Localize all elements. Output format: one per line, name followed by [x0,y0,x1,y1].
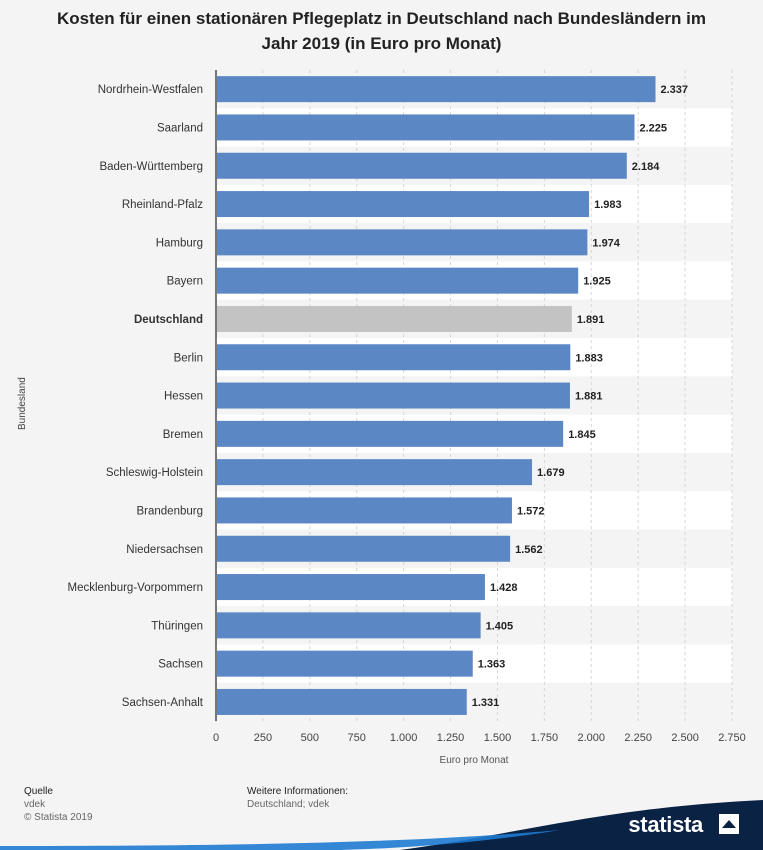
source-block: Quelle vdek © Statista 2019 [24,785,93,824]
value-label: 1.883 [575,352,603,364]
chart-title: Kosten für einen stationären Pflegeplatz… [57,9,706,53]
value-label: 1.405 [486,620,514,632]
statista-logo-text: statista [628,812,703,837]
statista-logo-icon [719,814,739,834]
category-label: Rheinland-Pfalz [122,199,203,211]
category-label: Schleswig-Holstein [106,467,203,479]
value-label: 1.925 [583,276,611,288]
x-tick-label: 1.750 [531,732,559,744]
info-text: Deutschland; vdek [247,799,330,810]
value-label: 1.983 [594,199,622,211]
bar [217,535,511,562]
x-tick-labels: 0 250 500 750 1.000 1.250 1.500 1.750 2.000 2.250… [213,732,746,744]
source-heading: Quelle [24,786,53,797]
x-tick-label: 2.250 [624,732,652,744]
value-labels: 2.337 2.225 2.184 1.983 1.974 1.925 1.891 1.883… [472,84,688,709]
bar [217,267,579,294]
x-tick-label: 0 [213,732,219,744]
category-label: Baden-Württemberg [99,161,203,173]
category-label: Nordrhein-Westfalen [98,84,203,96]
category-label: Brandenburg [137,505,204,517]
category-label: Berlin [174,352,203,364]
category-label: Hessen [164,391,203,403]
x-tick-label: 500 [301,732,319,744]
category-labels: Nordrhein-Westfalen Saarland Baden-Württem… [67,84,203,709]
x-tick-label: 2.000 [578,732,606,744]
category-label: Hamburg [156,237,203,249]
category-label: Saarland [157,122,203,134]
value-label: 1.881 [575,391,603,403]
x-tick-label: 2.500 [671,732,699,744]
value-label: 1.363 [478,659,506,671]
bar [217,76,656,103]
category-label: Thüringen [151,620,203,632]
bar [217,688,467,715]
category-label: Sachsen [158,659,203,671]
value-label: 1.845 [568,429,596,441]
copyright-text: © Statista 2019 [24,812,93,823]
category-label: Bayern [167,276,203,288]
bar [217,650,473,677]
bar [217,229,588,256]
category-label: Niedersachsen [126,544,203,556]
source-text: vdek [24,799,46,810]
value-label: 1.562 [515,544,543,556]
brand-band [0,800,763,850]
bar [217,612,481,639]
x-tick-label: 2.750 [718,732,746,744]
value-label: 1.679 [537,467,565,479]
bar [217,382,570,409]
value-label: 2.225 [639,122,667,134]
x-tick-label: 250 [254,732,272,744]
y-axis-title: Bundesland [17,377,28,430]
category-label: Sachsen-Anhalt [122,697,204,709]
info-heading: Weitere Informationen: [247,786,348,797]
bar [217,114,635,141]
category-label: Bremen [163,429,203,441]
bar [217,459,533,486]
x-tick-label: 1.000 [390,732,418,744]
value-label: 2.337 [661,84,689,96]
value-label: 2.184 [632,161,660,173]
bars [217,76,656,715]
info-block: Weitere Informationen: Deutschland; vdek [247,785,348,811]
bar [217,420,564,447]
category-label: Deutschland [134,314,203,326]
bar [217,497,512,524]
value-label: 1.572 [517,505,545,517]
bar [217,305,572,332]
x-tick-label: 750 [348,732,366,744]
bar [217,152,627,179]
x-tick-label: 1.500 [484,732,512,744]
value-label: 1.331 [472,697,500,709]
bar [217,574,485,601]
category-label: Mecklenburg-Vorpommern [67,582,203,594]
x-tick-label: 1.250 [437,732,465,744]
value-label: 1.428 [490,582,518,594]
x-axis-title: Euro pro Monat [440,755,509,766]
bar [217,344,571,371]
bar-chart: Nordrhein-Westfalen Saarland Baden-Württem… [67,70,746,766]
value-label: 1.891 [577,314,605,326]
bar [217,191,590,218]
value-label: 1.974 [592,237,620,249]
